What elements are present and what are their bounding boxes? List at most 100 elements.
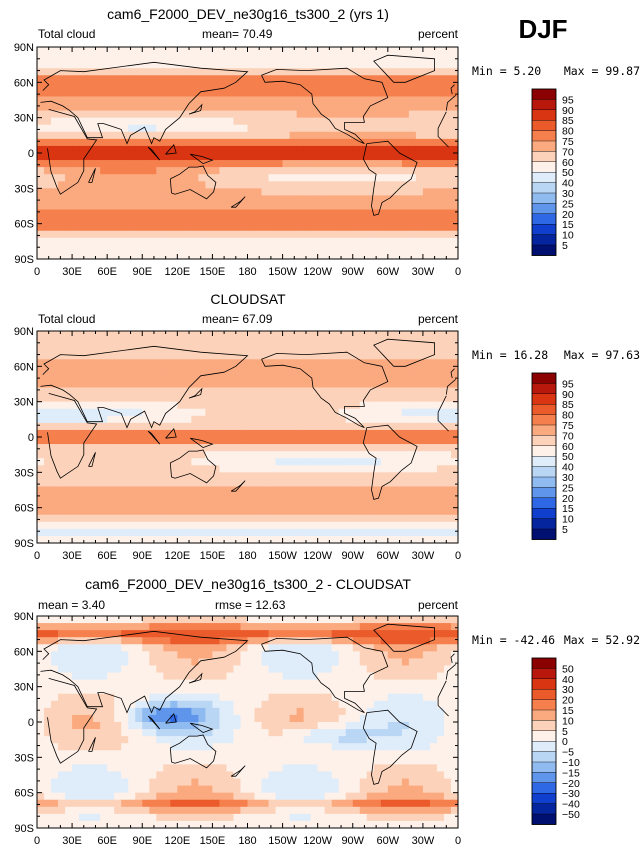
map-cell	[177, 672, 185, 680]
map-cell	[100, 714, 108, 723]
map-cell	[100, 181, 108, 189]
map-cell	[268, 244, 276, 253]
map-cell	[366, 251, 375, 260]
map-cell	[205, 500, 213, 509]
map-cell	[205, 394, 213, 403]
map-cell	[212, 644, 220, 652]
map-cell	[100, 61, 108, 69]
map-cell	[219, 89, 227, 97]
map-cell	[394, 373, 403, 381]
map-cell	[170, 707, 178, 716]
map-cell	[72, 366, 80, 374]
map-cell	[79, 493, 87, 501]
map-cell	[86, 54, 94, 62]
map-cell	[107, 707, 115, 716]
map-cell	[198, 394, 206, 403]
map-cell	[44, 722, 52, 730]
map-cell	[422, 230, 431, 239]
colorbar-box	[531, 466, 557, 478]
map-cell	[114, 507, 122, 516]
map-cell	[149, 96, 157, 104]
map-cell	[156, 665, 164, 673]
map-cell	[114, 174, 122, 182]
map-cell	[205, 103, 213, 111]
map-cell	[58, 722, 66, 730]
map-cell	[107, 500, 115, 509]
map-cell	[366, 644, 375, 652]
map-cell	[170, 366, 178, 374]
colorbar-box	[531, 213, 557, 225]
map-cell	[219, 202, 227, 210]
map-cell	[191, 451, 199, 459]
map-cell	[317, 68, 326, 76]
map-cell	[401, 644, 410, 652]
map-cell	[289, 366, 298, 374]
map-cell	[359, 623, 368, 631]
map-cell	[170, 352, 178, 360]
map-cell	[247, 373, 255, 381]
map-cell	[394, 415, 403, 424]
map-cell	[282, 630, 290, 638]
map-cell	[205, 714, 213, 723]
map-cell	[79, 451, 87, 459]
map-cell	[268, 153, 276, 161]
map-cell	[226, 117, 234, 126]
map-cell	[226, 422, 234, 431]
map-cell	[128, 117, 136, 126]
map-cell	[268, 174, 276, 182]
map-cell	[65, 160, 73, 168]
map-cell	[324, 145, 333, 154]
map-cell	[93, 679, 101, 688]
map-cell	[107, 444, 115, 452]
map-cell	[429, 366, 438, 374]
map-cell	[177, 630, 185, 638]
map-cell	[170, 401, 178, 410]
map-cell	[184, 230, 192, 239]
map-cell	[247, 528, 255, 537]
map-cell	[198, 658, 206, 666]
map-cell	[93, 61, 101, 69]
map-cell	[450, 202, 459, 210]
map-cell	[226, 644, 234, 652]
map-cell	[65, 616, 73, 624]
map-cell	[338, 223, 347, 232]
map-cell	[436, 68, 445, 76]
map-cell	[233, 223, 241, 232]
map-cell	[212, 54, 220, 62]
map-cell	[247, 230, 255, 239]
map-cell	[289, 637, 298, 645]
map-cell	[429, 61, 438, 69]
map-cell	[65, 359, 73, 367]
map-cell	[240, 223, 248, 232]
map-cell	[212, 493, 220, 501]
map-cell	[44, 451, 52, 459]
map-cell	[58, 188, 66, 196]
map-cell	[415, 209, 424, 217]
map-cell	[429, 387, 438, 395]
map-cell	[450, 679, 459, 688]
map-cell	[86, 209, 94, 217]
map-cell	[37, 637, 45, 645]
map-cell	[170, 188, 178, 196]
map-cell	[268, 117, 276, 126]
map-cell	[212, 700, 220, 709]
map-cell	[289, 658, 298, 666]
map-cell	[275, 110, 283, 119]
map-cell	[177, 665, 185, 673]
map-cell	[296, 345, 305, 353]
map-cell	[394, 366, 403, 374]
map-cell	[205, 493, 213, 501]
map-cell	[450, 521, 459, 530]
map-cell	[93, 422, 101, 431]
map-cell	[44, 408, 52, 417]
map-cell	[142, 422, 150, 431]
map-cell	[366, 138, 375, 147]
map-cell	[86, 366, 94, 374]
map-cell	[191, 359, 199, 367]
map-cell	[65, 338, 73, 346]
map-cell	[338, 47, 347, 55]
map-cell	[289, 707, 298, 716]
map-cell	[184, 47, 192, 55]
map-cell	[408, 686, 417, 695]
map-cell	[58, 251, 66, 260]
